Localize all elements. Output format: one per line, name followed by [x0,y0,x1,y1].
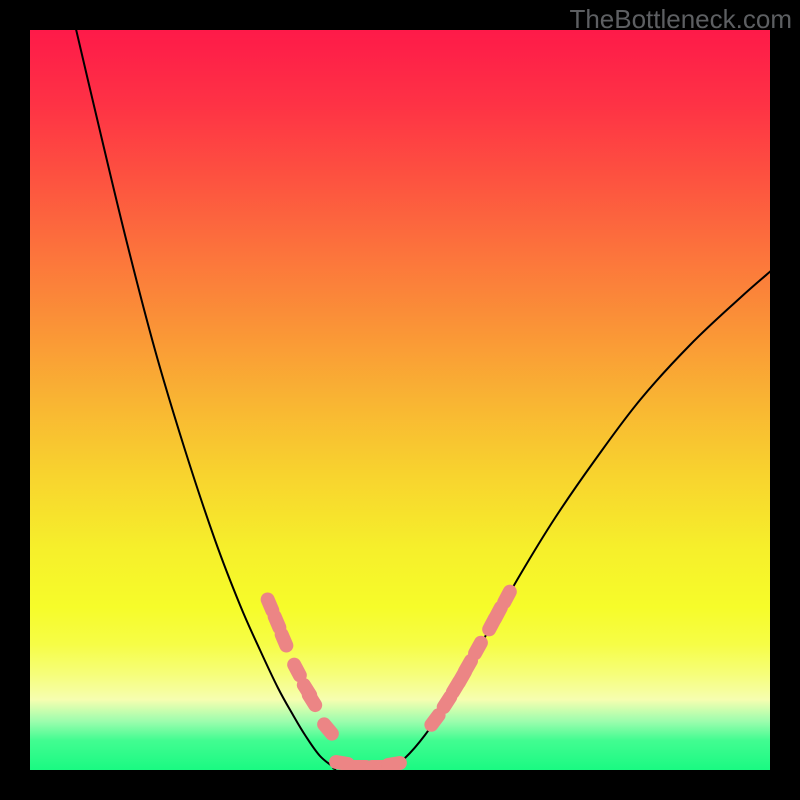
bottleneck-chart [0,0,800,800]
watermark-text: TheBottleneck.com [569,4,792,35]
chart-container: TheBottleneck.com [0,0,800,800]
